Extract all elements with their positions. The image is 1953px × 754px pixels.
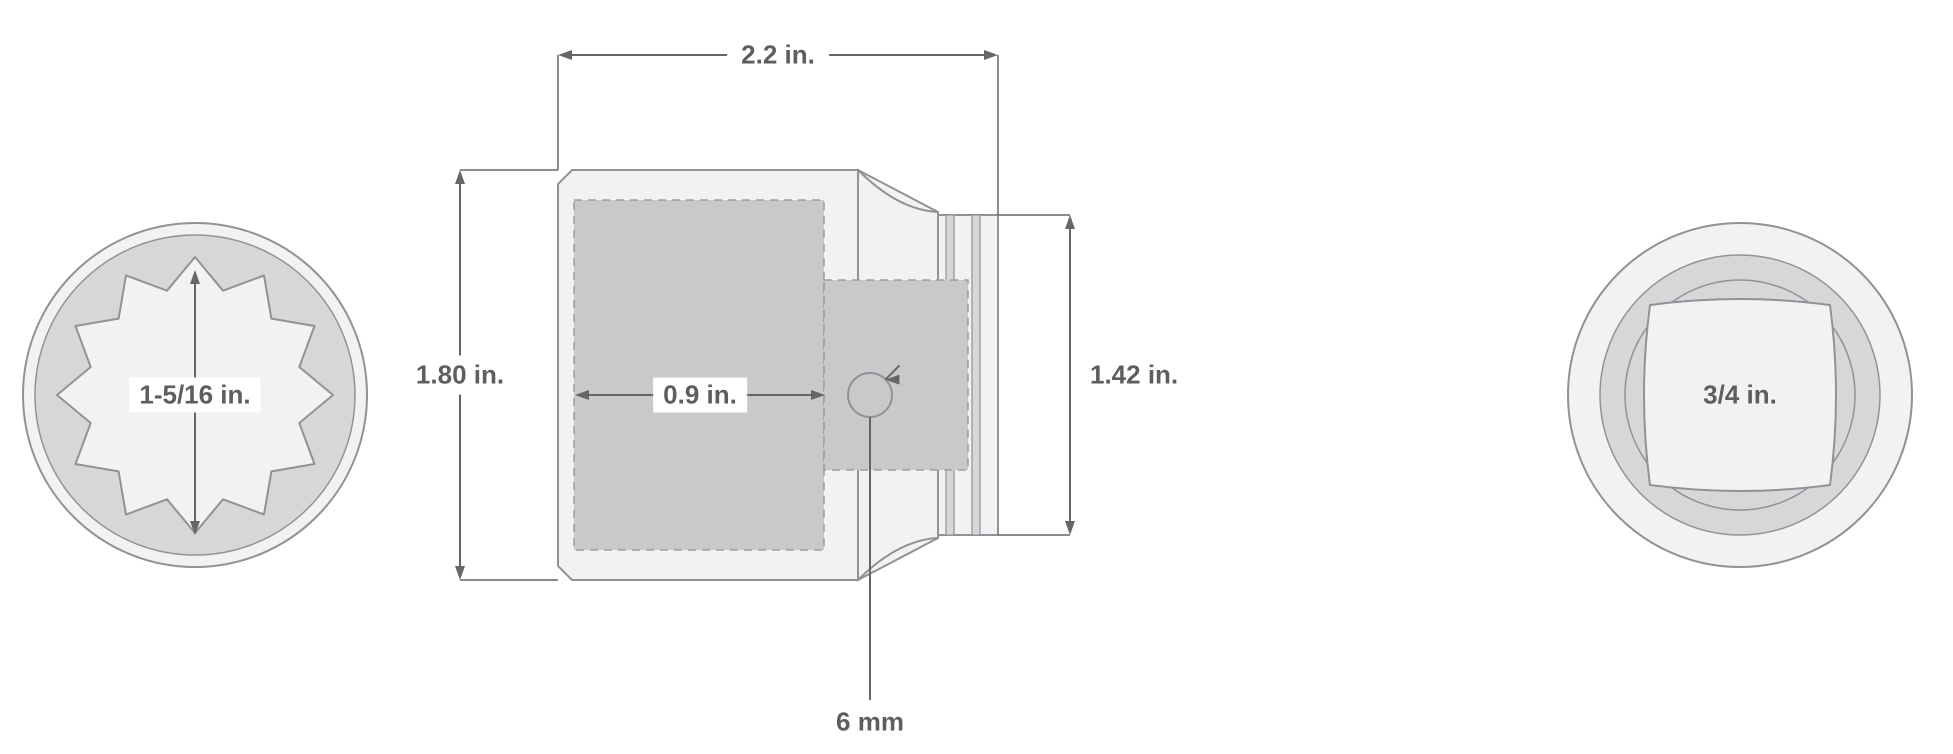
- dim-drive-size: 3/4 in.: [1703, 380, 1777, 411]
- side-view: [558, 170, 998, 580]
- dim-detent-hole: 6 mm: [836, 707, 904, 738]
- dim-overall-length: 2.2 in.: [727, 38, 829, 73]
- dim-outer-diameter: 1.80 in.: [408, 356, 512, 395]
- dim-drive-end-diameter: 1.42 in.: [1090, 360, 1178, 391]
- dim-bore-depth: 0.9 in.: [653, 378, 747, 413]
- dim-socket-size: 1-5/16 in.: [129, 378, 260, 413]
